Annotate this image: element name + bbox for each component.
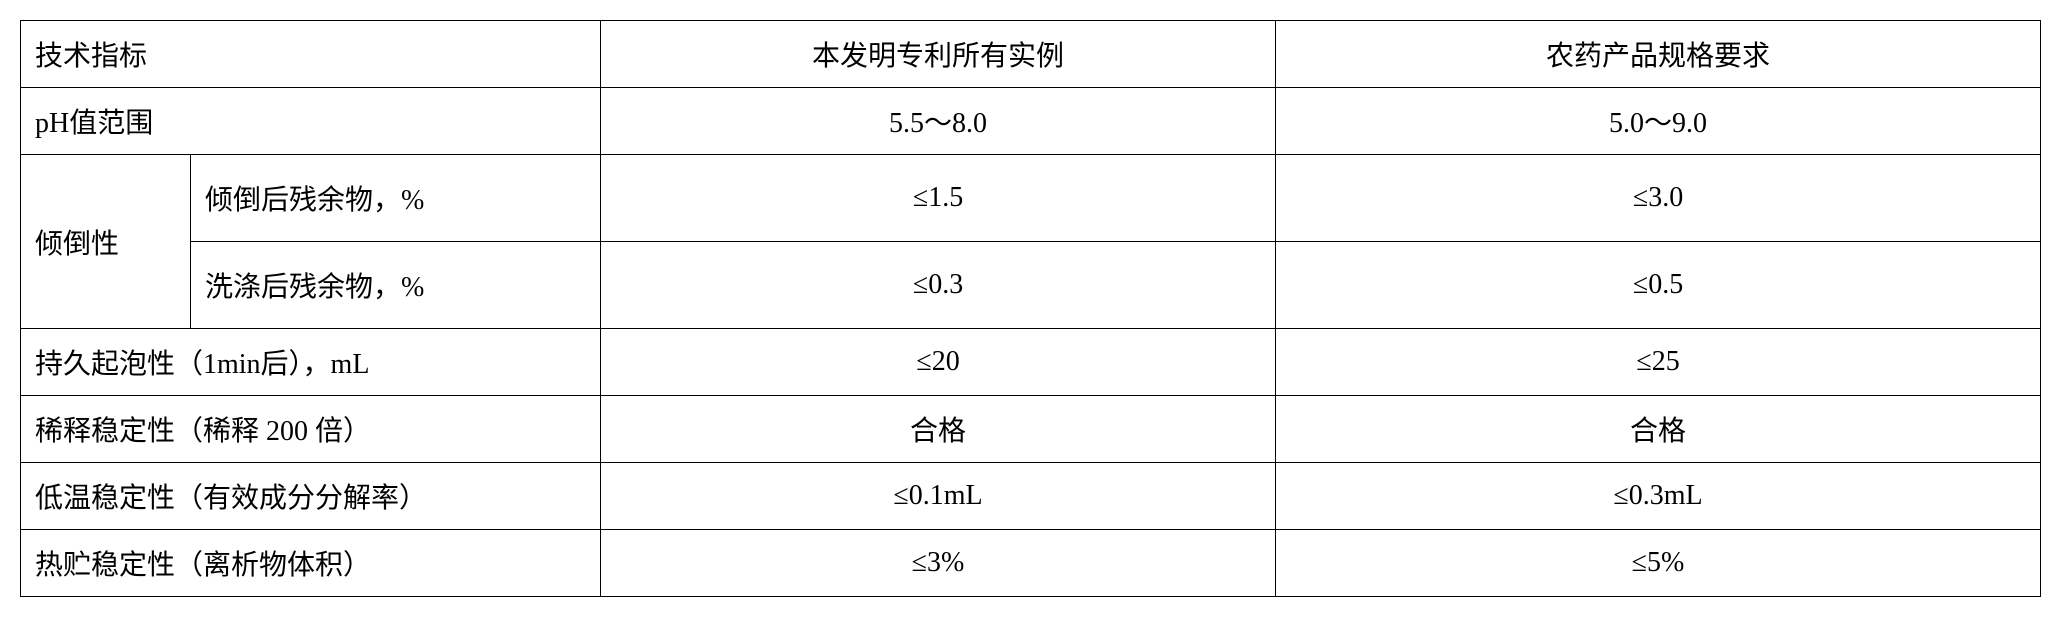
row-val1-pour1: ≤1.5 [601,155,1276,242]
table-row: 热贮稳定性（离析物体积） ≤3% ≤5% [21,530,2041,597]
table-row: 持久起泡性（1min后），mL ≤20 ≤25 [21,329,2041,396]
row-label-ph: pH值范围 [21,88,601,155]
row-val1-ph: 5.5～8.0 [601,88,1276,155]
header-col3: 农药产品规格要求 [1276,21,2041,88]
row-label-lowtemp: 低温稳定性（有效成分分解率） [21,463,601,530]
row-val1-lowtemp: ≤0.1mL [601,463,1276,530]
row-group-pour: 倾倒性 [21,155,191,329]
row-label-pour1: 倾倒后残余物，% [191,155,601,242]
row-val2-pour2: ≤0.5 [1276,242,2041,329]
row-val2-heat: ≤5% [1276,530,2041,597]
table-row: 低温稳定性（有效成分分解率） ≤0.1mL ≤0.3mL [21,463,2041,530]
row-label-foam: 持久起泡性（1min后），mL [21,329,601,396]
row-val2-pour1: ≤3.0 [1276,155,2041,242]
row-val2-ph: 5.0～9.0 [1276,88,2041,155]
table-row: 稀释稳定性（稀释 200 倍） 合格 合格 [21,396,2041,463]
row-val1-heat: ≤3% [601,530,1276,597]
row-label-heat: 热贮稳定性（离析物体积） [21,530,601,597]
table-row: 倾倒性 倾倒后残余物，% ≤1.5 ≤3.0 [21,155,2041,242]
row-val1-pour2: ≤0.3 [601,242,1276,329]
spec-table: 技术指标 本发明专利所有实例 农药产品规格要求 pH值范围 5.5～8.0 5.… [20,20,2041,597]
table-header-row: 技术指标 本发明专利所有实例 农药产品规格要求 [21,21,2041,88]
row-val2-dilution: 合格 [1276,396,2041,463]
header-col2: 本发明专利所有实例 [601,21,1276,88]
table-row: pH值范围 5.5～8.0 5.0～9.0 [21,88,2041,155]
row-label-dilution: 稀释稳定性（稀释 200 倍） [21,396,601,463]
row-val2-lowtemp: ≤0.3mL [1276,463,2041,530]
row-label-pour2: 洗涤后残余物，% [191,242,601,329]
table-row: 洗涤后残余物，% ≤0.3 ≤0.5 [21,242,2041,329]
header-col1: 技术指标 [21,21,601,88]
row-val1-foam: ≤20 [601,329,1276,396]
row-val1-dilution: 合格 [601,396,1276,463]
row-val2-foam: ≤25 [1276,329,2041,396]
